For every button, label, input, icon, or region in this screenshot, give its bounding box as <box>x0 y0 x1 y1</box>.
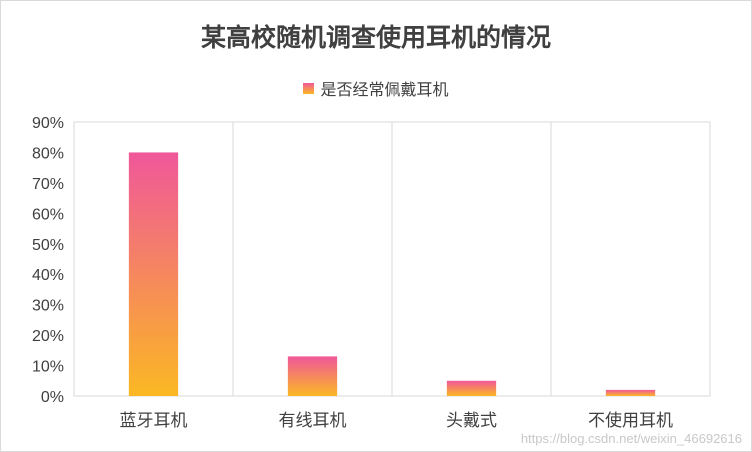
y-tick-label: 50% <box>32 237 64 254</box>
watermark: https://blog.csdn.net/weixin_46692616 <box>520 431 742 446</box>
legend-label: 是否经常佩戴耳机 <box>320 80 449 99</box>
y-tick-label: 90% <box>32 115 64 132</box>
bar <box>446 380 497 396</box>
x-category-label: 有线耳机 <box>279 411 347 431</box>
y-tick-label: 60% <box>32 206 64 223</box>
y-tick-label: 0% <box>41 389 64 406</box>
bar <box>605 389 656 396</box>
y-tick-label: 40% <box>32 267 64 284</box>
x-category-label: 不使用耳机 <box>588 410 673 431</box>
x-category-label: 头戴式 <box>446 411 497 431</box>
chart-title: 某高校随机调查使用耳机的情况 <box>200 23 551 52</box>
y-tick-label: 30% <box>32 298 64 315</box>
bar <box>128 152 179 396</box>
y-tick-label: 70% <box>32 176 64 193</box>
legend-swatch <box>303 82 315 94</box>
chart-legend: 是否经常佩戴耳机 <box>0 76 752 100</box>
bar <box>287 356 338 396</box>
y-tick-label: 20% <box>32 328 64 345</box>
y-tick-label: 80% <box>32 145 64 162</box>
y-tick-label: 10% <box>32 359 64 376</box>
x-category-label: 蓝牙耳机 <box>120 411 188 431</box>
